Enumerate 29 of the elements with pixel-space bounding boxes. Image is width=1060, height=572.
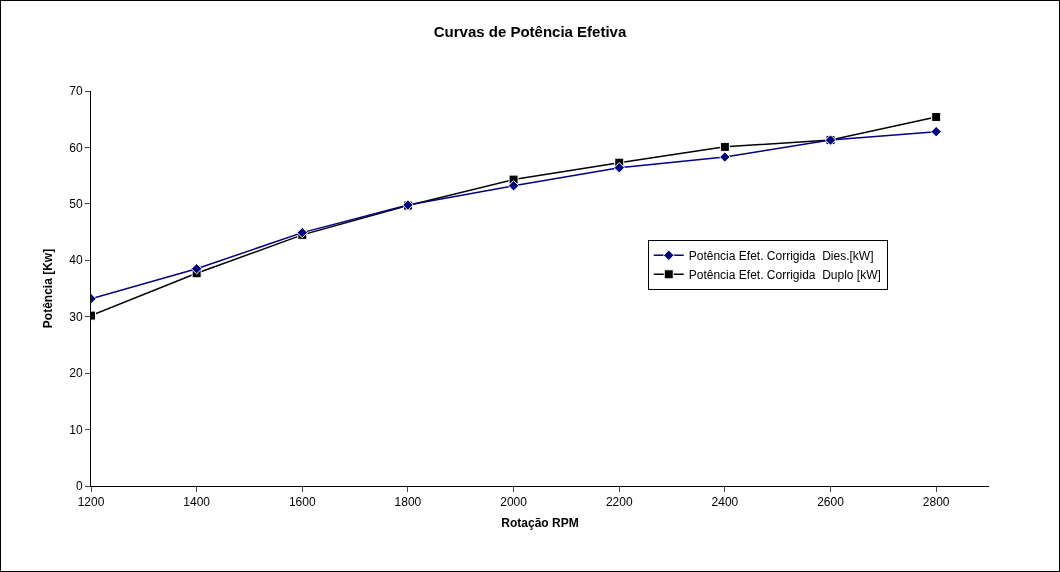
x-tick-label: 2000 [500,495,528,510]
y-tick-label: 40 [69,253,83,268]
x-tick-label: 2600 [817,495,845,510]
x-tick-label: 1800 [394,495,422,510]
x-axis-title: Rotação RPM [501,516,579,531]
x-tick-label: 2400 [711,495,739,510]
legend-label: Potência Efet. Corrigida Dies.[kW] [688,248,874,263]
point [719,151,731,163]
x-tick-label: 1200 [77,495,105,510]
x-tick-label: 1600 [288,495,316,510]
point [930,125,942,138]
point [719,141,730,152]
legend-label: Potência Efet. Corrigida Duplo [kW] [688,267,881,282]
x-tick-label: 2200 [605,495,633,510]
chart-title: Curvas de Potência Efetiva [433,23,627,41]
point [190,263,203,275]
y-tick-label: 70 [69,84,83,99]
y-tick-label: 20 [69,366,83,381]
point [931,111,942,122]
x-tick-label: 1400 [183,495,211,510]
point [507,180,520,192]
y-tick-label: 0 [75,479,83,494]
y-axis-title: Potência [Kw] [40,248,55,329]
y-tick-label: 10 [69,422,83,437]
y-tick-label: 30 [69,309,83,324]
point [613,162,625,174]
y-tick-label: 50 [69,197,83,212]
x-tick-label: 2800 [922,495,950,510]
y-tick-label: 60 [69,140,83,155]
